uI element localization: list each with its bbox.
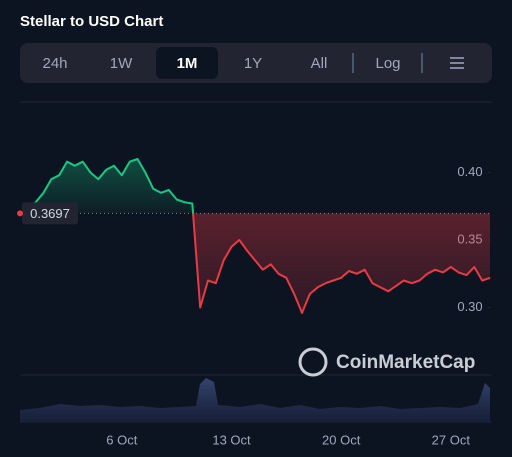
y-tick-label: 0.40: [457, 164, 482, 179]
price-line: [19, 158, 491, 314]
x-tick-label: 13 Oct: [212, 432, 251, 447]
reference-dot: [17, 210, 23, 217]
chart-title: Stellar to USD Chart: [20, 13, 163, 30]
tab-label[interactable]: 24h: [42, 55, 67, 72]
volume-area: [20, 378, 490, 422]
tab-label[interactable]: All: [311, 55, 328, 72]
watermark-text: CoinMarketCap: [336, 352, 475, 373]
tab-label[interactable]: Log: [375, 55, 400, 72]
y-tick-label: 0.30: [457, 299, 482, 314]
tab-label[interactable]: 1W: [110, 55, 133, 72]
x-tick-label: 6 Oct: [106, 432, 137, 447]
x-tick-label: 20 Oct: [322, 432, 361, 447]
active-tab: [156, 47, 218, 79]
area-fill: [20, 159, 490, 313]
tab-bar: [20, 43, 492, 83]
watermark: CoinMarketCap: [298, 347, 475, 377]
reference-label-box: [22, 202, 78, 225]
settings-icon[interactable]: [450, 57, 464, 69]
tab-label[interactable]: 1M: [177, 55, 198, 72]
plot: 0.300.350.400.3697: [17, 158, 491, 314]
tab-label[interactable]: 1Y: [244, 55, 262, 72]
reference-label: 0.3697: [30, 206, 70, 221]
watermark-logo: [298, 347, 328, 377]
x-tick-label: 27 Oct: [432, 432, 471, 447]
